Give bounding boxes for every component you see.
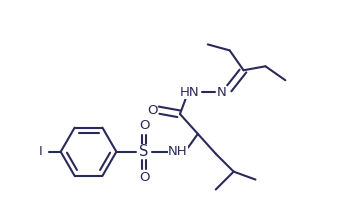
Text: HN: HN: [180, 86, 200, 99]
Text: I: I: [39, 145, 43, 158]
Text: N: N: [217, 86, 227, 99]
Text: O: O: [139, 171, 149, 184]
Text: O: O: [139, 119, 149, 132]
Text: O: O: [147, 103, 157, 116]
Text: S: S: [140, 144, 149, 159]
Text: NH: NH: [168, 145, 188, 158]
